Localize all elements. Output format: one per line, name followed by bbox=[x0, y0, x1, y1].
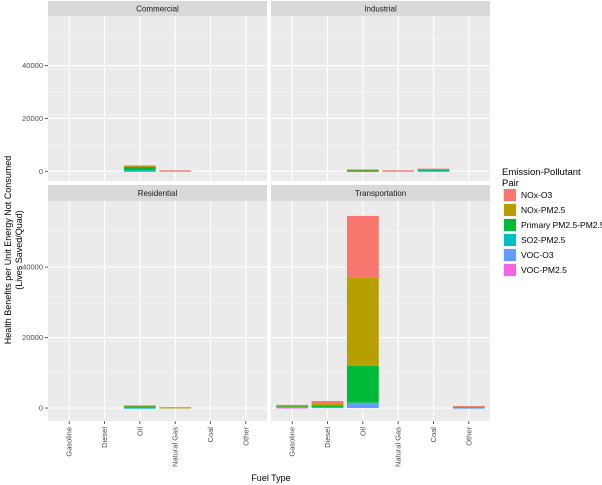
bar-segment-commercial-natural-gas-nox-pm2-5 bbox=[159, 170, 192, 172]
legend: Emission-Pollutant Pair NOx-O3 NOx-PM2.5 P… bbox=[502, 167, 602, 277]
bar-segment-commercial-oil-primary-pm2-5-pm2-5 bbox=[123, 167, 156, 171]
x-tick-label-coal: Coal bbox=[429, 427, 438, 443]
legend-label-voc-pm2-5: VOC-PM2.5 bbox=[521, 265, 567, 275]
bar-segment-industrial-natural-gas-nox-pm2-5 bbox=[382, 170, 415, 172]
panel-background-residential bbox=[48, 201, 267, 421]
labels-layer: Commercial 0 20000 40000 Industrial Residenti… bbox=[22, 5, 473, 468]
x-tick-label-other: Other bbox=[464, 427, 473, 446]
bar-segment-transportation-other-primary-pm2-5-pm2-5 bbox=[452, 406, 485, 408]
facet-title-commercial: Commercial bbox=[136, 5, 179, 14]
facet-title-residential: Residential bbox=[138, 189, 178, 198]
x-tick-label-gasoline: Gasoline bbox=[288, 427, 297, 457]
bar-segment-commercial-oil-nox-pm2-5 bbox=[123, 165, 156, 168]
y-tick-label: 20000 bbox=[22, 114, 43, 123]
legend-label-nox-o3: NOx-O3 bbox=[521, 190, 552, 200]
y-axis-title-line2: (Lives Saved/Quad) bbox=[14, 210, 24, 290]
legend-label-primary-pm2-5-pm2-5: Primary PM2.5-PM2.5 bbox=[521, 220, 602, 230]
legend-title-line1: Emission-Pollutant bbox=[502, 167, 581, 178]
facet-title-industrial: Industrial bbox=[364, 5, 397, 14]
facet-title-transportation: Transportation bbox=[355, 189, 406, 198]
legend-label-so2-pm2-5: SO2-PM2.5 bbox=[521, 235, 566, 245]
x-tick-label-diesel: Diesel bbox=[100, 427, 109, 448]
bar-segment-industrial-oil-primary-pm2-5-pm2-5 bbox=[346, 170, 379, 172]
bar-segment-transportation-diesel-primary-pm2-5-pm2-5 bbox=[311, 405, 344, 408]
bar-segment-industrial-coal-primary-pm2-5-pm2-5 bbox=[417, 169, 450, 171]
bar-segment-industrial-coal-so2-pm2-5 bbox=[417, 170, 450, 172]
panels-layer bbox=[48, 1, 490, 421]
bar-segment-industrial-coal-voc-o3 bbox=[417, 171, 450, 172]
bar-segment-transportation-gasoline-voc-pm2-5 bbox=[276, 407, 309, 409]
bar-segment-transportation-other-voc-o3 bbox=[452, 407, 485, 409]
legend-title-line2: Pair bbox=[502, 178, 519, 189]
x-tick-label-natural-gas: Natural Gas bbox=[394, 427, 403, 467]
bar-segment-industrial-natural-gas-nox-o3 bbox=[382, 170, 415, 172]
y-tick-label: 40000 bbox=[22, 61, 43, 70]
y-tick-label: 0 bbox=[39, 404, 43, 413]
y-tick-label: 20000 bbox=[22, 333, 43, 342]
panel-background-commercial bbox=[48, 16, 267, 181]
bar-segment-transportation-gasoline-voc-o3 bbox=[276, 406, 309, 408]
x-axis-title: Fuel Type bbox=[251, 473, 290, 483]
legend-swatch-voc-o3 bbox=[504, 249, 516, 261]
legend-swatch-nox-o3 bbox=[504, 189, 516, 201]
x-tick-label-oil: Oil bbox=[135, 427, 144, 437]
bar-segment-transportation-oil-nox-pm2-5 bbox=[346, 277, 379, 366]
legend-swatch-primary-pm2-5-pm2-5 bbox=[504, 219, 516, 231]
facet-strip-residential bbox=[48, 185, 267, 201]
y-axis-title-line1: Health Benefits per Unit Energy Not Cons… bbox=[3, 156, 13, 345]
bar-segment-transportation-oil-voc-o3 bbox=[346, 402, 379, 409]
legend-swatch-so2-pm2-5 bbox=[504, 234, 516, 246]
facet-strip-commercial bbox=[48, 1, 267, 16]
bar-segment-residential-oil-primary-pm2-5-pm2-5 bbox=[123, 406, 156, 408]
facet-strip-transportation bbox=[271, 185, 490, 201]
legend-label-voc-o3: VOC-O3 bbox=[521, 250, 554, 260]
legend-label-nox-pm2-5: NOx-PM2.5 bbox=[521, 205, 566, 215]
bar-segment-transportation-other-nox-o3 bbox=[452, 406, 485, 407]
x-tick-label-natural-gas: Natural Gas bbox=[171, 427, 180, 467]
bar-segment-transportation-oil-primary-pm2-5-pm2-5 bbox=[346, 365, 379, 403]
bar-segment-commercial-oil-so2-pm2-5 bbox=[123, 170, 156, 172]
bar-segment-transportation-gasoline-nox-pm2-5 bbox=[276, 405, 309, 407]
legend-items: NOx-O3 NOx-PM2.5 Primary PM2.5-PM2.5 SO2-PM… bbox=[503, 188, 602, 277]
bar-segment-commercial-oil-voc-o3 bbox=[123, 170, 156, 172]
bar-segment-industrial-coal-nox-o3 bbox=[417, 168, 450, 170]
bar-segment-transportation-gasoline-primary-pm2-5-pm2-5 bbox=[276, 406, 309, 408]
legend-swatch-voc-pm2-5 bbox=[504, 264, 516, 276]
y-tick-label: 40000 bbox=[22, 263, 43, 272]
x-tick-label-oil: Oil bbox=[358, 427, 367, 437]
bar-segment-transportation-diesel-nox-pm2-5 bbox=[311, 403, 344, 406]
bar-segment-residential-oil-so2-pm2-5 bbox=[123, 407, 156, 409]
bar-segment-industrial-oil-so2-pm2-5 bbox=[346, 171, 379, 172]
panel-background-industrial bbox=[271, 16, 490, 181]
bar-segment-commercial-oil-nox-o3 bbox=[123, 165, 156, 167]
x-tick-label-diesel: Diesel bbox=[323, 427, 332, 448]
bar-segment-transportation-diesel-voc-o3 bbox=[311, 407, 344, 409]
bar-segment-residential-natural-gas-nox-pm2-5 bbox=[159, 407, 192, 409]
bar-segment-residential-oil-nox-o3 bbox=[123, 405, 156, 407]
bar-segment-transportation-gasoline-nox-o3 bbox=[276, 404, 309, 406]
x-tick-label-gasoline: Gasoline bbox=[65, 427, 74, 457]
x-tick-label-other: Other bbox=[241, 427, 250, 446]
y-tick-label: 0 bbox=[39, 167, 43, 176]
bar-segment-transportation-diesel-nox-o3 bbox=[311, 400, 344, 404]
bar-segment-commercial-natural-gas-nox-o3 bbox=[159, 170, 192, 172]
bar-segment-industrial-oil-nox-o3 bbox=[346, 169, 379, 171]
panel-background-transportation bbox=[271, 201, 490, 421]
facet-strip-industrial bbox=[271, 1, 490, 16]
legend-swatch-nox-pm2-5 bbox=[504, 204, 516, 216]
bar-segment-transportation-oil-nox-o3 bbox=[346, 215, 379, 278]
x-tick-label-coal: Coal bbox=[206, 427, 215, 443]
bars-layer bbox=[123, 165, 485, 409]
bar-segment-residential-natural-gas-nox-o3 bbox=[159, 407, 192, 408]
